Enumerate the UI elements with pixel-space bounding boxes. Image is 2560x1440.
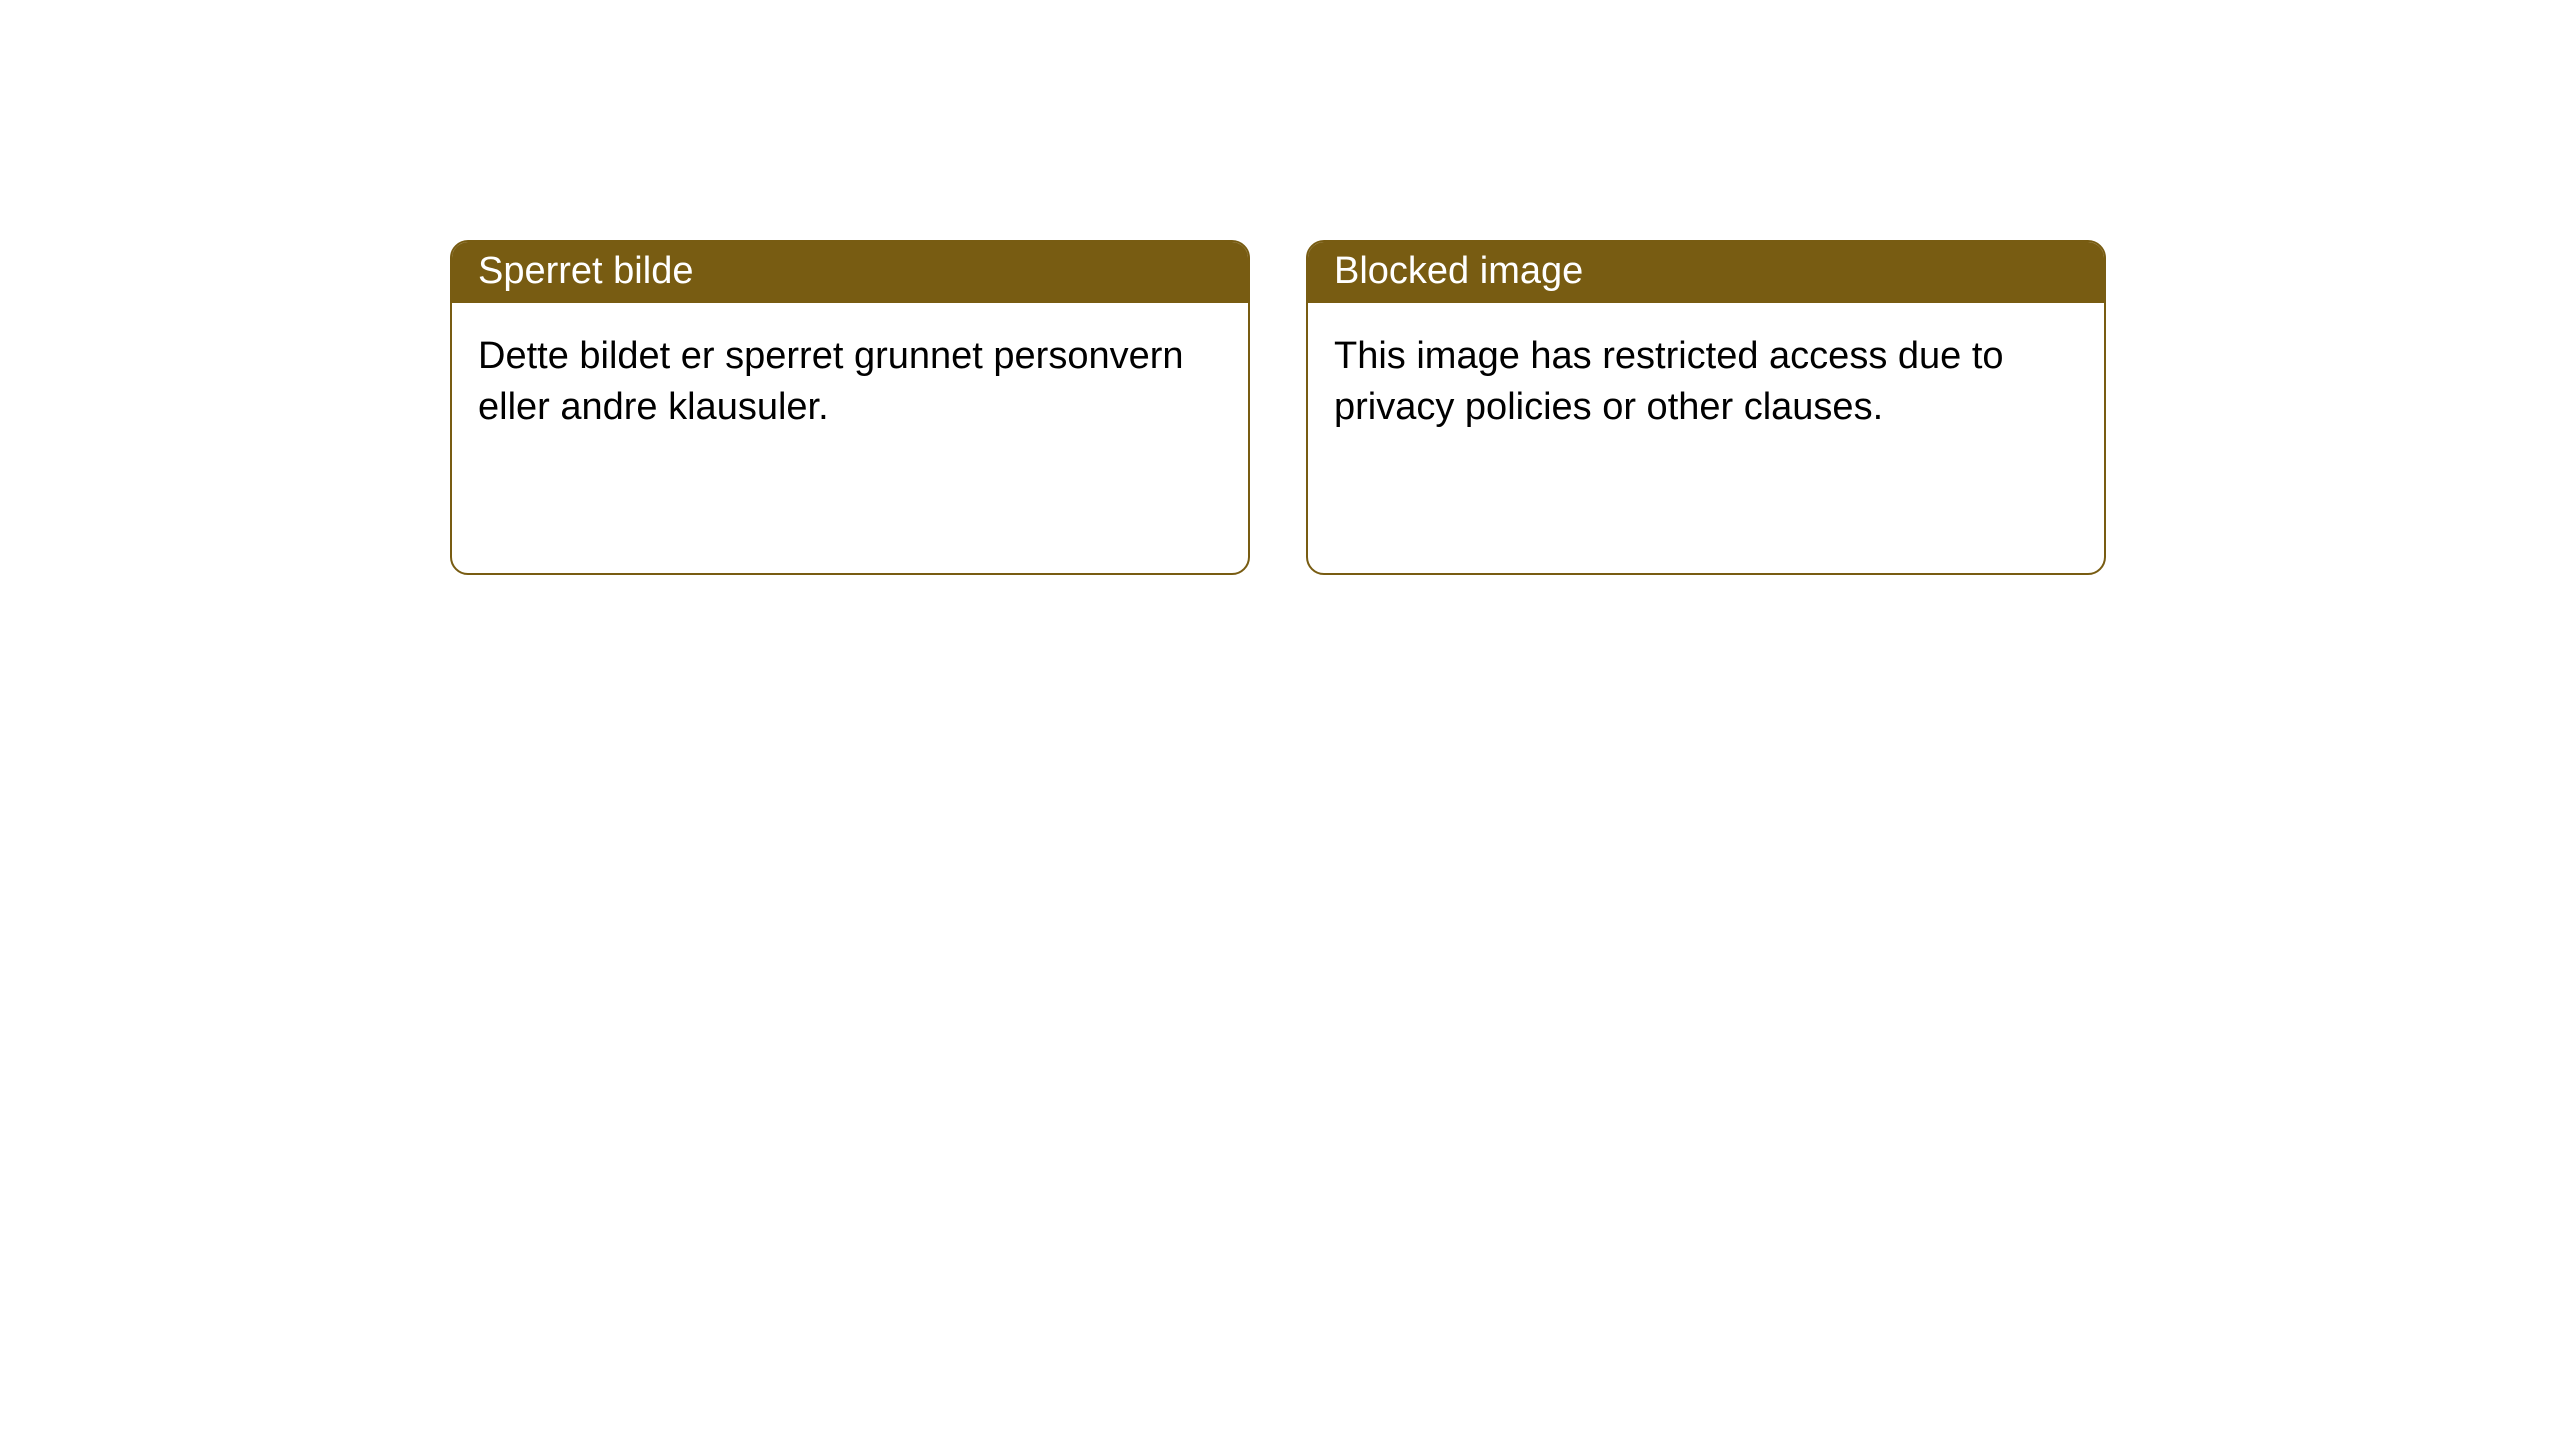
card-title: Sperret bilde (452, 242, 1248, 303)
card-row: Sperret bilde Dette bildet er sperret gr… (0, 0, 2560, 575)
blocked-image-card-no: Sperret bilde Dette bildet er sperret gr… (450, 240, 1250, 575)
card-title: Blocked image (1308, 242, 2104, 303)
card-message: This image has restricted access due to … (1308, 303, 2104, 462)
blocked-image-card-en: Blocked image This image has restricted … (1306, 240, 2106, 575)
card-message: Dette bildet er sperret grunnet personve… (452, 303, 1248, 462)
